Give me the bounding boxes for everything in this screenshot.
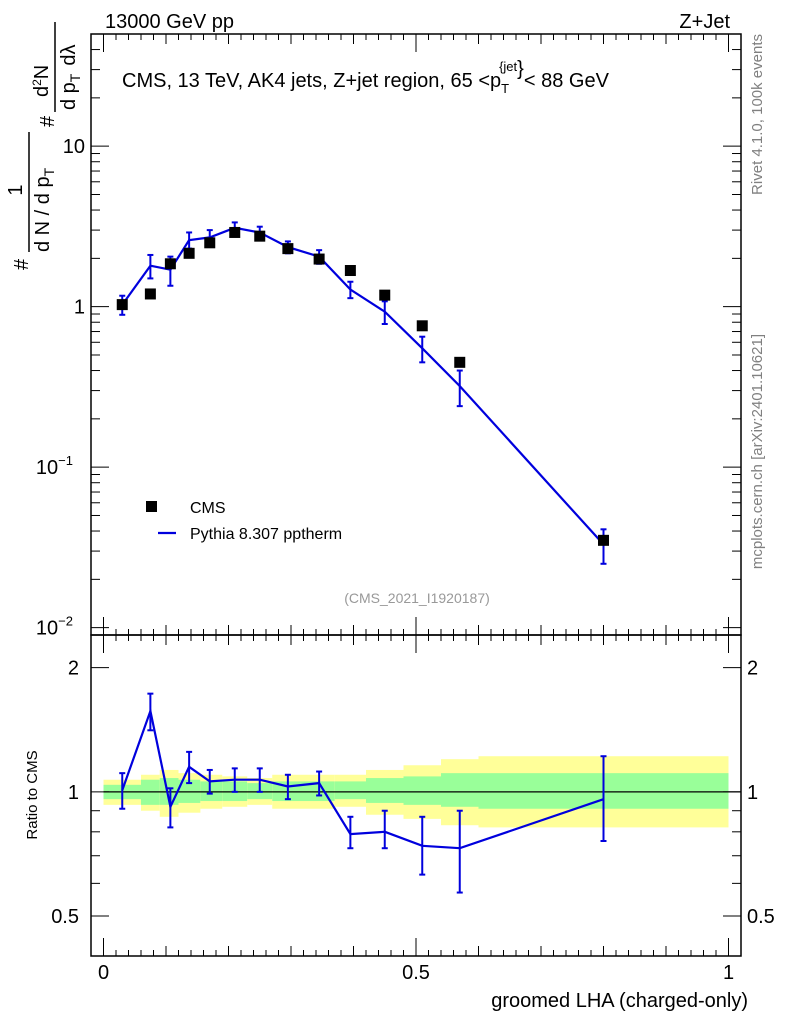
ratio-line [121, 706, 604, 850]
side-label-mcplots: mcplots.cern.ch [arXiv:2401.10621] [749, 334, 766, 569]
band-inner [200, 781, 223, 802]
cms-point [254, 230, 266, 242]
cms-point [416, 320, 428, 332]
cms-point [344, 265, 356, 277]
main-title: CMS, 13 TeV, AK4 jets, Z+jet region, 65 … [122, 58, 610, 96]
main-series [116, 221, 609, 565]
cms-point [282, 243, 294, 255]
analysis-reference: (CMS_2021_I1920187) [344, 590, 490, 606]
legend: CMS Pythia 8.307 pptherm [146, 500, 342, 543]
legend-label-cms: CMS [190, 500, 226, 517]
ratio-frame [90, 634, 742, 957]
ylabel-num2: d2N [30, 65, 53, 97]
ratio-ytick-label-left: 2 [68, 658, 79, 680]
main-title-sub: T [501, 81, 509, 96]
cms-point [379, 289, 391, 301]
ylabel-den2-sub: T [67, 73, 83, 82]
main-title-tail: < 88 GeV [524, 70, 610, 92]
band-inner [366, 778, 404, 803]
main-ytick-label-exp: −1 [58, 453, 73, 468]
cms-point [598, 534, 609, 546]
main-title-sup: {jet [499, 59, 517, 74]
ylabel-num2-n: N [31, 65, 53, 79]
header-right: Z+Jet [679, 11, 730, 33]
ratio-xtick-label: 0 [98, 962, 109, 984]
main-ytick-label-exp: −2 [58, 614, 73, 629]
ratio-ytick-label-right: 0.5 [747, 906, 775, 928]
ylabel-num2-d: d [31, 86, 53, 97]
main-ytick-label-base: 10 [36, 618, 58, 640]
ratio-ytick-label-left: 1 [68, 782, 79, 804]
cms-point [183, 247, 195, 259]
main-title-text: CMS, 13 TeV, AK4 jets, Z+jet region, 65 … [122, 70, 501, 92]
header-left: 13000 GeV pp [105, 11, 234, 33]
mc-line [121, 226, 605, 546]
legend-label-mc: Pythia 8.307 pptherm [190, 526, 342, 543]
band-inner [403, 776, 441, 805]
ratio-y-label: Ratio to CMS [24, 750, 41, 839]
ylabel-den2: d pTdλ [58, 45, 83, 111]
ratio-ytick-label-right: 2 [747, 658, 758, 680]
cms-point [164, 258, 176, 270]
ratio-ytick-label-left: 0.5 [51, 906, 79, 928]
x-axis-label: groomed LHA (charged-only) [491, 990, 748, 1012]
ratio-ytick-label-right: 1 [747, 782, 758, 804]
ylabel-den1-text: d N / d p [32, 176, 54, 252]
legend-marker-cms [146, 501, 157, 512]
cms-point [454, 356, 466, 368]
ratio-xtick-label: 1 [723, 962, 734, 984]
ylabel-den2-text: d p [58, 82, 80, 110]
cms-point [313, 253, 325, 265]
ylabel-den1: d N / d pT [32, 167, 57, 252]
ratio-series [119, 692, 607, 894]
ylabel-hash2: # [37, 115, 59, 127]
ratio-xtick-label: 0.5 [402, 962, 430, 984]
ylabel-num2-sup: 2 [30, 79, 44, 86]
main-ytick-label: 10−1 [36, 453, 73, 479]
cms-point [144, 288, 156, 300]
cms-point [116, 299, 128, 311]
band-inner [334, 781, 366, 800]
main-ytick-label: 1 [74, 297, 85, 319]
band-inner [441, 773, 479, 807]
main-frame [90, 33, 742, 636]
side-label-rivet: Rivet 4.1.0, 100k events [749, 34, 766, 195]
main-y-label: # 1 d N / d pT # d2N d pTdλ [5, 22, 83, 270]
cms-point [204, 237, 216, 249]
ylabel-den1-sub: T [41, 167, 57, 176]
ylabel-hash1: # [11, 258, 33, 270]
main-title-sup-close: } [517, 58, 524, 80]
main-ytick-label: 10−2 [36, 614, 73, 640]
main-ytick-label: 10 [63, 136, 85, 158]
ylabel-num1: 1 [5, 184, 27, 195]
cms-point [229, 226, 241, 238]
main-ytick-label-base: 10 [36, 457, 58, 479]
ratio-axes: 2 2 1 1 0.5 0.5 0 0.5 1 [51, 635, 775, 984]
ylabel-den2-tail: dλ [58, 45, 80, 66]
